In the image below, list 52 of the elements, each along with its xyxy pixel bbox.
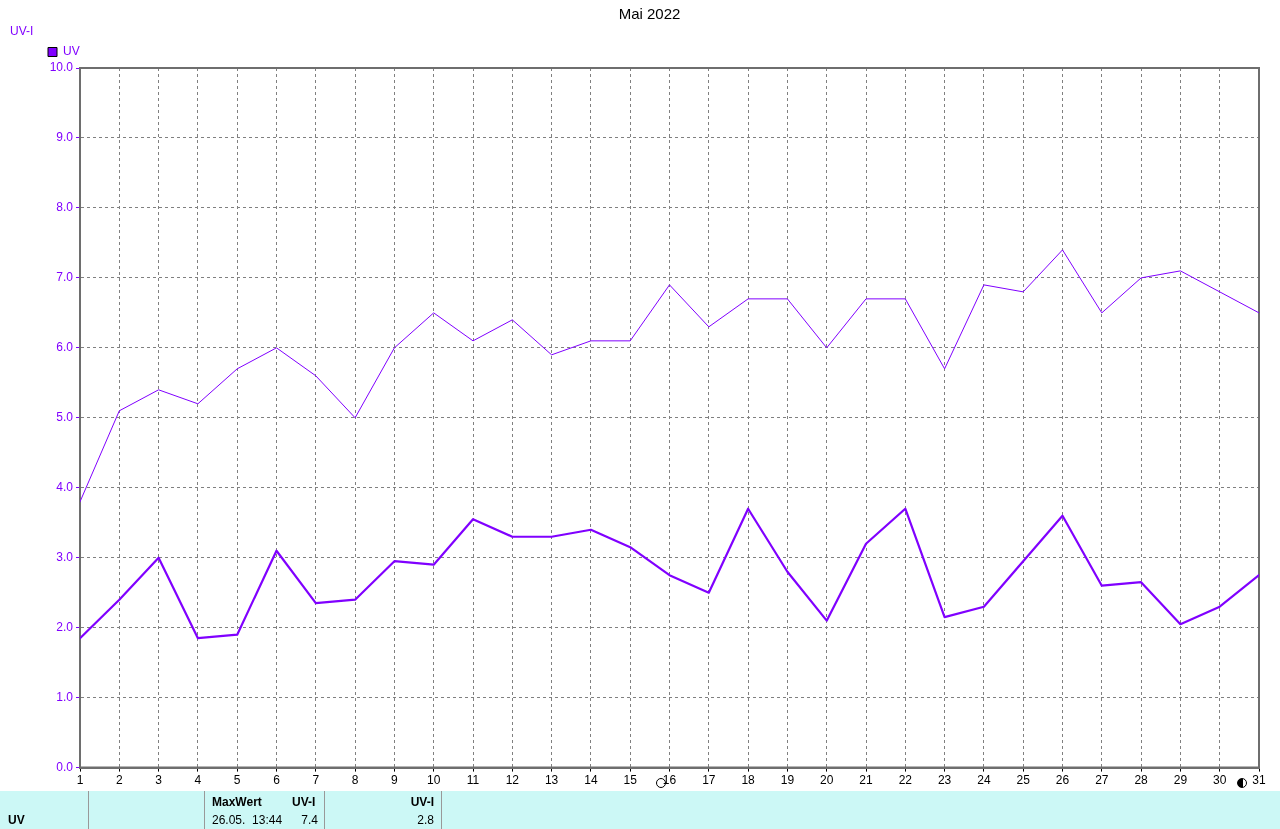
- x-tick-label: 5: [233, 773, 241, 788]
- x-tick-label: 1: [76, 773, 84, 788]
- x-tick-label: 20: [820, 773, 834, 788]
- x-tick-label: 30: [1213, 773, 1227, 788]
- x-tick-label: 14: [584, 773, 598, 788]
- y-tick-label: 9.0: [56, 130, 74, 145]
- y-tick-label: 10.0: [49, 60, 74, 75]
- y-tick-label: 2.0: [56, 619, 74, 634]
- x-tick-label: 6: [273, 773, 281, 788]
- text: UV-I: [292, 795, 316, 809]
- y-tick-label: 1.0: [56, 689, 74, 704]
- x-tick-label: 17: [702, 773, 716, 788]
- y-tick-label: 7.0: [56, 270, 74, 285]
- text: UV: [8, 813, 25, 827]
- y-axis-title: UV-I: [10, 24, 34, 39]
- x-tick-label: 18: [741, 773, 756, 788]
- text: UV-I: [410, 795, 434, 809]
- x-tick-label: 24: [977, 773, 991, 788]
- y-tick-label: 6.0: [56, 340, 74, 355]
- y-tick-label: 0.0: [56, 759, 74, 774]
- x-tick-label: 22: [898, 773, 913, 788]
- x-tick-label: 21: [859, 773, 873, 788]
- x-tick-label: 10: [427, 773, 441, 788]
- x-tick-label: 25: [1016, 773, 1031, 788]
- text: 26.05. 13:44: [212, 813, 283, 827]
- x-tick-label: 19: [780, 773, 795, 788]
- legend-label: UV: [63, 44, 80, 59]
- x-tick-label: 7: [312, 773, 320, 788]
- x-tick-label: 4: [194, 773, 202, 788]
- y-tick-label: 5.0: [56, 410, 74, 425]
- x-tick-label: 31: [1252, 773, 1266, 788]
- text: MaxWert: [212, 795, 262, 809]
- x-tick-label: 8: [351, 773, 359, 788]
- x-tick-label: 13: [544, 773, 559, 788]
- x-tick-label: 28: [1134, 773, 1149, 788]
- x-tick-label: 29: [1173, 773, 1188, 788]
- y-tick-label: 3.0: [56, 550, 74, 565]
- x-tick-label: 26: [1055, 773, 1070, 788]
- text: 7.4: [301, 813, 318, 827]
- y-tick-label: 4.0: [56, 480, 74, 495]
- chart-title: Mai 2022: [618, 5, 681, 23]
- x-tick-label: 23: [937, 773, 952, 788]
- x-tick-label: 15: [623, 773, 638, 788]
- x-tick-label: 27: [1095, 773, 1109, 788]
- x-tick-label: 2: [115, 773, 123, 788]
- y-tick-label: 8.0: [56, 200, 74, 215]
- x-tick-label: 9: [391, 773, 399, 788]
- x-tick-label: 11: [466, 773, 480, 788]
- x-tick-label: 16: [662, 773, 677, 788]
- x-tick-label: 3: [155, 773, 163, 788]
- x-tick-label: 12: [505, 773, 520, 788]
- text: 2.8: [417, 813, 434, 827]
